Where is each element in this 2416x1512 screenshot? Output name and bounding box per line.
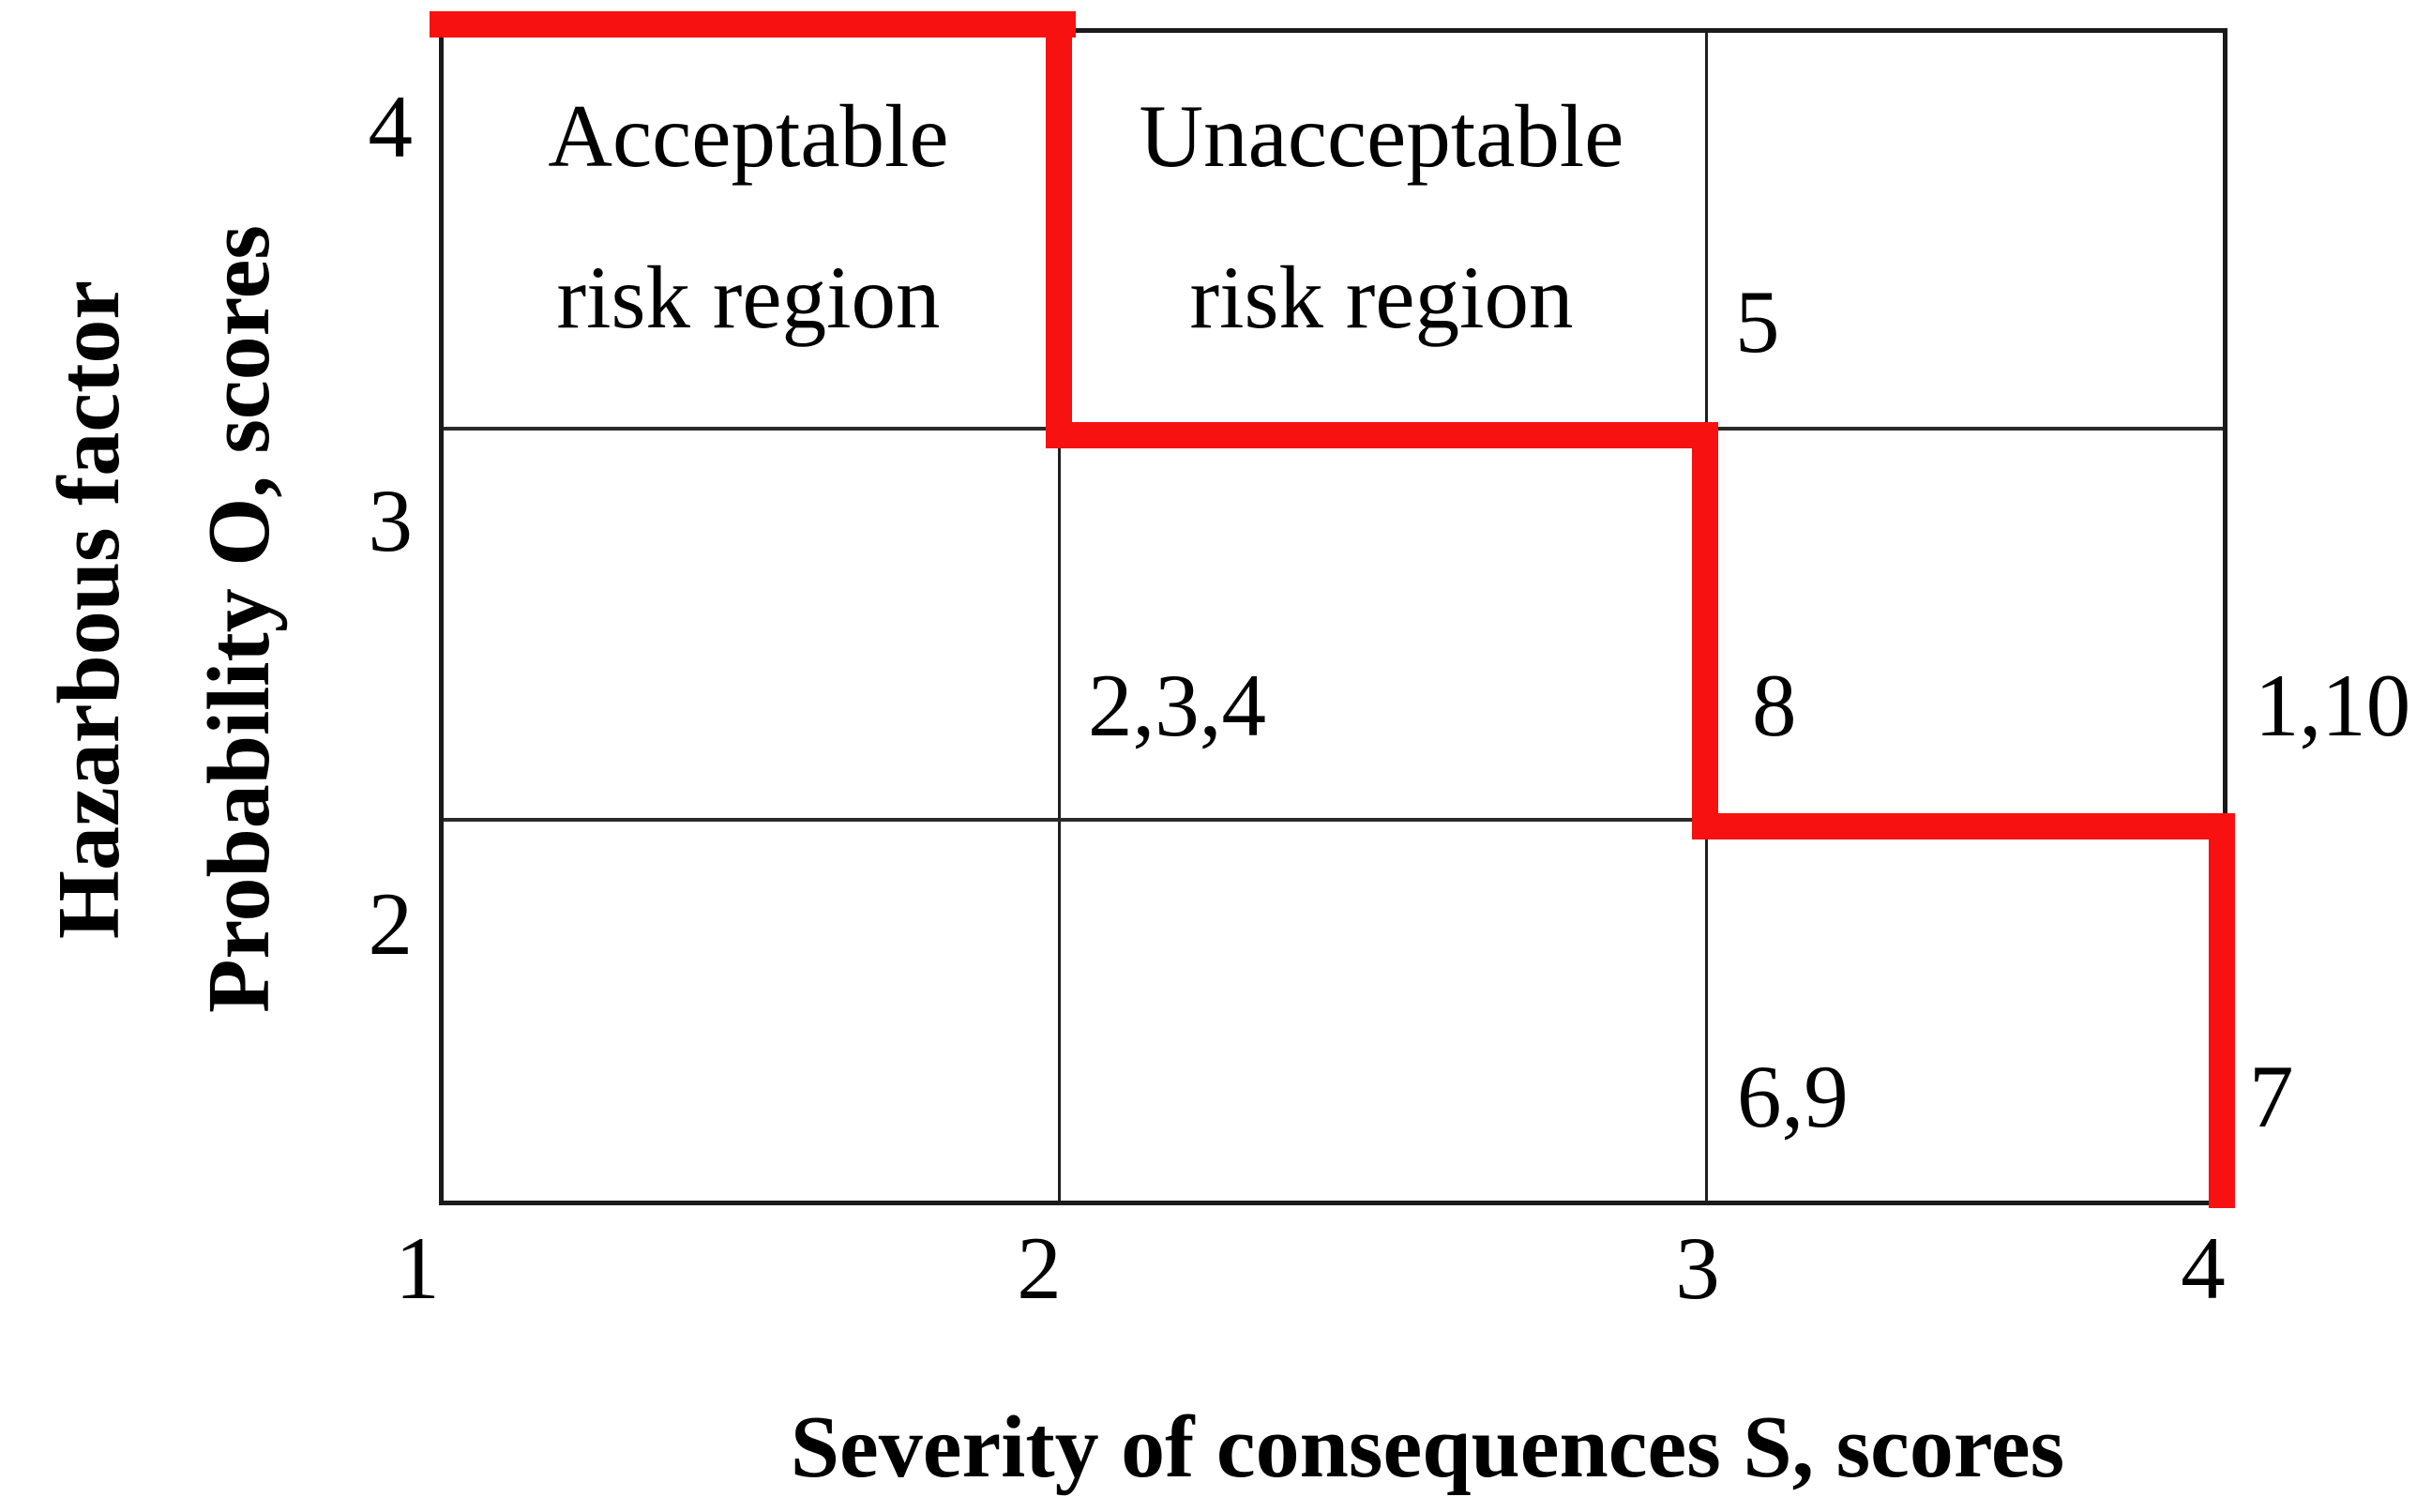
red-boundary-segment-run-o3	[1046, 422, 1718, 448]
x-tick-3: 3	[1675, 1218, 1720, 1318]
red-boundary-segment-drop-s3	[1692, 422, 1718, 839]
hazard-marker-8: 8	[1752, 656, 1797, 755]
hazard-marker-1-10: 1,10	[2255, 656, 2411, 755]
x-tick-2: 2	[1017, 1218, 1062, 1318]
red-boundary-segment-drop-s2	[1046, 11, 1072, 448]
x-tick-1: 1	[395, 1218, 440, 1318]
y-tick-2: 2	[368, 874, 414, 974]
hazard-marker-5: 5	[1735, 272, 1780, 371]
hazard-marker-6-9: 6,9	[1737, 1047, 1849, 1146]
y-tick-3: 3	[368, 471, 414, 570]
red-boundary-segment-top	[430, 11, 1076, 38]
x-tick-4: 4	[2181, 1218, 2226, 1318]
hazard-marker-2-3-4: 2,3,4	[1088, 656, 1266, 755]
acceptable-region-label-line2: risk region	[556, 248, 941, 347]
red-boundary-segment-drop-s4	[2209, 813, 2235, 1208]
matrix-grid	[439, 28, 2227, 1205]
y-tick-4: 4	[368, 77, 414, 176]
x-axis-title: Severity of consequences S, scores	[790, 1399, 2065, 1496]
y-axis-title: Probability O, scores	[190, 225, 288, 1013]
grid-hline-o2	[444, 818, 2223, 822]
hazard-marker-7: 7	[2249, 1047, 2294, 1146]
y-axis-outer-title: Hazarbous factor	[40, 280, 138, 940]
acceptable-region-label-line1: Acceptable	[548, 86, 949, 186]
red-boundary-segment-run-o2	[1692, 813, 2235, 839]
unacceptable-region-label-line1: Unacceptable	[1139, 86, 1624, 186]
unacceptable-region-label-line2: risk region	[1189, 248, 1574, 347]
grid-vline-s2	[1058, 33, 1061, 1201]
